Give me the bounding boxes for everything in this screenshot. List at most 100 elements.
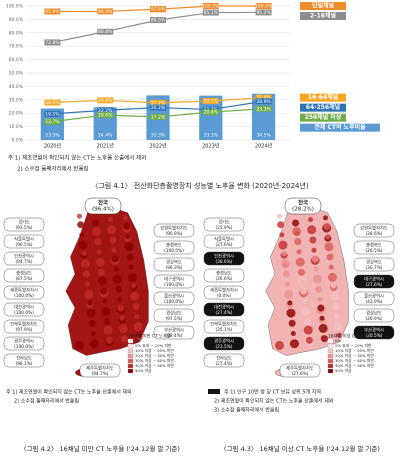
map-district — [118, 323, 128, 333]
value-label-bg — [255, 3, 272, 9]
value-label: 97.6% — [151, 7, 166, 13]
region-name: 경기도 — [218, 219, 230, 226]
region-name: 대구광역시 — [364, 276, 384, 283]
region-value: (26.6%) — [215, 276, 232, 282]
region-name: 충청북도 — [166, 242, 182, 249]
value-label-bg — [44, 118, 61, 125]
region-name: 부산광역시 — [164, 327, 184, 334]
region-box — [3, 336, 45, 351]
value-label: 27.7% — [151, 100, 166, 106]
x-tick-label: 2024년 — [255, 143, 273, 150]
y-tick-label: 10.0% — [9, 124, 24, 130]
map-district — [101, 306, 111, 316]
value-label-bg — [255, 94, 272, 101]
map-district — [86, 308, 96, 318]
map-district — [317, 297, 323, 302]
map-district — [326, 253, 334, 261]
x-tick-label: 2022년 — [149, 143, 167, 150]
region-value: (30.5%) — [365, 333, 382, 339]
total-title: 전국 — [98, 199, 108, 207]
map-district — [311, 255, 319, 263]
total-value: (28.2%) — [292, 207, 314, 213]
map-legend-label: 0% — [135, 338, 141, 343]
region-name: 강원특별자치도 — [360, 225, 388, 232]
map-district — [97, 268, 105, 276]
map-district — [117, 304, 125, 312]
region-name: 울산광역시 — [364, 293, 384, 300]
map-district — [136, 332, 142, 338]
map-district — [120, 335, 128, 343]
value-label-bg — [255, 105, 272, 112]
legend-label: 2-16채널 — [310, 12, 337, 20]
map-caption: 〈그림 4.3〉 16채널 이상 CT 노후율 ('24.12월 말 기준) — [220, 444, 380, 453]
region-value: (100.0%) — [164, 282, 184, 288]
map-district — [311, 247, 317, 253]
map-district — [79, 232, 85, 238]
map-legend-swatch — [327, 368, 334, 374]
map-district — [78, 240, 88, 250]
value-label: 13.7% — [45, 119, 60, 125]
legend-label: 256채널 이상 — [305, 113, 342, 121]
region-name: 울산광역시 — [164, 293, 184, 300]
region-value: (100.0%) — [14, 344, 34, 350]
map-legend-swatch — [127, 338, 134, 344]
map-district — [277, 213, 282, 219]
map-legend-swatch — [127, 343, 134, 349]
value-label-bg — [44, 8, 61, 15]
region-name: 인천광역시 — [14, 253, 34, 260]
map-legend-label: 40% 이상 ~ 50% 미만 — [135, 363, 174, 368]
region-box — [3, 302, 45, 317]
map-caption: 〈그림 4.2〉 16채널 미만 CT 노후율 ('24.12월 말 기준) — [20, 444, 180, 453]
region-value: (27.6%) — [215, 242, 232, 248]
map-district — [111, 247, 117, 253]
value-label: 24.2% — [151, 105, 166, 111]
value-label: 100.0% — [255, 4, 273, 10]
bar-value-label: 23.5% — [45, 133, 60, 139]
map-district — [313, 266, 319, 272]
region-name: 경상북도 — [166, 259, 182, 266]
region-box — [279, 363, 321, 378]
map-district — [77, 213, 82, 219]
region-name: 제주특별자치도 — [86, 365, 114, 372]
value-label-bg — [44, 99, 61, 106]
value-label: 18.6% — [98, 113, 113, 119]
region-value: (93.5%) — [15, 225, 32, 231]
map-legend-swatch — [327, 353, 334, 359]
region-name: 인천광역시 — [214, 253, 234, 260]
map-legend-label: 50% 이상 — [335, 368, 352, 373]
map-district — [92, 227, 102, 236]
value-label-bg — [255, 98, 272, 105]
region-box — [153, 240, 195, 255]
region-box — [153, 257, 195, 272]
region-box — [353, 308, 395, 323]
map-district — [77, 221, 85, 229]
map-district — [117, 297, 123, 302]
map-district — [317, 304, 325, 312]
bar-value-label: 33.1% — [204, 133, 219, 139]
value-label: 19.5% — [45, 111, 60, 117]
region-value: (87.5%) — [15, 276, 32, 282]
map-district — [328, 264, 334, 270]
value-label: 95.2% — [256, 10, 271, 16]
map-district — [277, 221, 285, 229]
map-district — [112, 274, 122, 284]
region-value: (100.0%) — [14, 293, 34, 299]
region-box — [353, 291, 395, 306]
map-legend-label: 20% 이상 ~ 30% 미만 — [135, 353, 174, 358]
region-name: 전라남도 — [216, 355, 232, 362]
region-value: (27.4%) — [215, 310, 232, 316]
map-legend-label: 30% 이상 ~ 40% 미만 — [335, 358, 374, 363]
y-tick-label: 60.0% — [9, 57, 24, 63]
map-district — [325, 234, 331, 240]
map-legend-swatch — [327, 348, 334, 354]
value-label-bg — [97, 107, 114, 114]
region-box — [203, 234, 245, 249]
map-legend-swatch — [127, 353, 134, 359]
value-label-bg — [202, 98, 219, 105]
map-district — [323, 222, 331, 230]
map-district — [305, 336, 313, 344]
region-value: (94.7%) — [15, 259, 32, 265]
value-label: 28.9% — [256, 99, 271, 105]
map-district — [324, 242, 334, 252]
